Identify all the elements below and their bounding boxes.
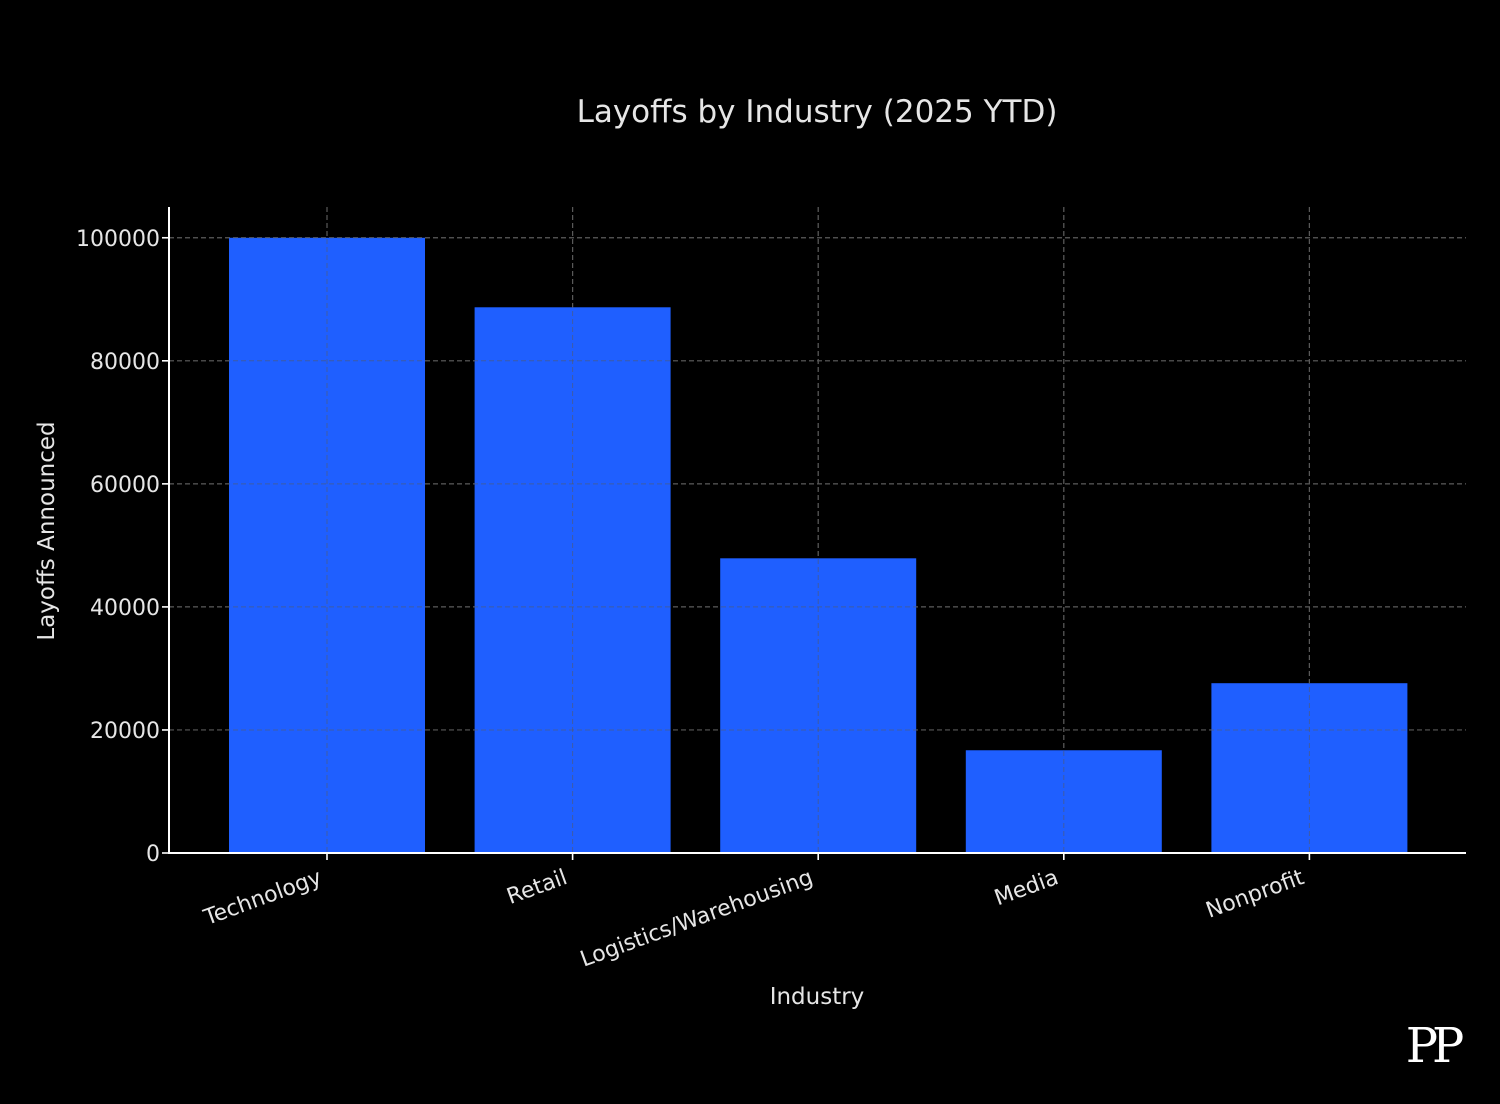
y-axis-title: Layoffs Announced [34, 421, 60, 640]
x-axis-title: Industry [770, 984, 865, 1010]
axes [162, 207, 1466, 860]
y-tick-label-4: 80000 [90, 350, 160, 375]
chart-title: Layoffs by Industry (2025 YTD) [577, 94, 1058, 130]
y-tick-label-0: 0 [146, 842, 160, 867]
grid-lines-over-bars [169, 207, 1466, 853]
watermark-logo: PP [1406, 1018, 1463, 1074]
y-tick-label-5: 100000 [76, 227, 160, 252]
y-tick-label-1: 20000 [90, 719, 160, 744]
y-tick-label-3: 60000 [90, 473, 160, 498]
y-tick-label-2: 40000 [90, 596, 160, 621]
